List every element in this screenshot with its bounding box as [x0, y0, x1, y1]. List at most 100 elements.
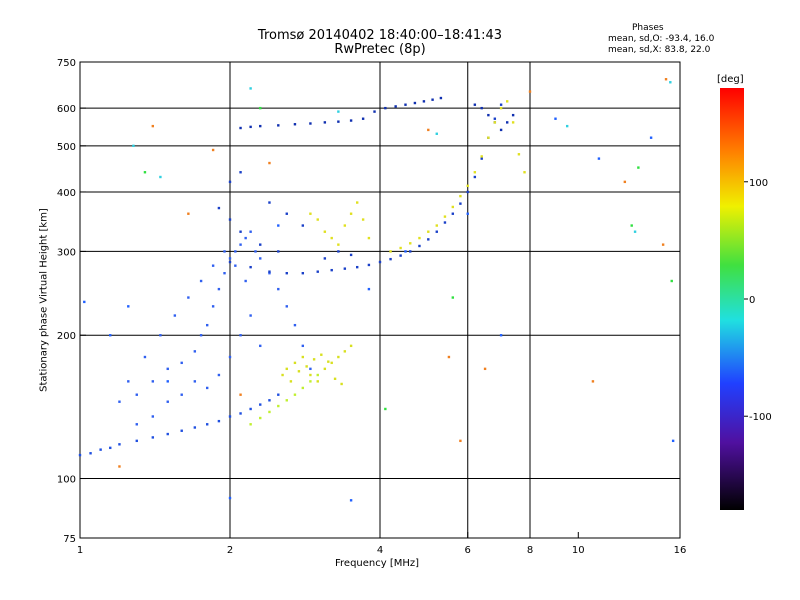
- data-point: [528, 90, 532, 93]
- data-point: [301, 355, 305, 359]
- data-point: [399, 254, 402, 257]
- data-point: [268, 161, 271, 165]
- x-tick-label: 10: [572, 545, 585, 556]
- data-point: [337, 355, 340, 359]
- data-point: [228, 415, 232, 418]
- y-tick-label: 75: [63, 534, 76, 545]
- chart-title-line1: Tromsø 20140402 18:40:00–18:41:43: [257, 28, 503, 43]
- data-point: [422, 100, 426, 103]
- data-point: [217, 287, 221, 291]
- data-point: [254, 250, 257, 253]
- x-tick-label: 2: [227, 545, 233, 556]
- data-point: [384, 106, 387, 110]
- data-point: [285, 367, 288, 371]
- data-point: [268, 272, 271, 275]
- data-point: [378, 260, 382, 264]
- data-point: [413, 101, 417, 105]
- data-point: [493, 117, 497, 120]
- data-point: [384, 407, 387, 411]
- data-point: [320, 353, 323, 356]
- data-point: [277, 250, 280, 253]
- data-point: [505, 121, 509, 124]
- data-point: [127, 305, 130, 308]
- data-point: [473, 171, 477, 174]
- data-point: [277, 224, 280, 227]
- data-point: [316, 218, 319, 221]
- data-point: [135, 423, 138, 426]
- data-point: [151, 436, 155, 439]
- data-point: [293, 361, 297, 365]
- data-point: [293, 323, 297, 327]
- data-point: [268, 410, 271, 414]
- data-point: [349, 499, 353, 502]
- x-tick-label: 16: [674, 545, 687, 556]
- data-point: [187, 296, 190, 299]
- data-point: [367, 263, 371, 267]
- data-point: [649, 136, 653, 139]
- data-point: [323, 367, 327, 371]
- data-point: [316, 380, 319, 383]
- data-point: [244, 236, 247, 240]
- data-point: [239, 243, 242, 246]
- data-point: [451, 296, 455, 299]
- colorbar-tick-label: 100: [749, 178, 768, 189]
- data-point: [249, 87, 252, 90]
- data-point: [199, 279, 203, 283]
- y-tick-label: 200: [57, 331, 76, 342]
- data-point: [228, 180, 232, 184]
- data-point: [316, 270, 319, 273]
- x-axis: 1 2 4 6 8 10 16: [77, 532, 687, 556]
- y-tick-label: 100: [57, 475, 76, 486]
- colorbar-axis: [deg] 100 0 -100: [717, 74, 772, 423]
- data-point: [249, 265, 252, 269]
- data-point: [228, 496, 232, 500]
- data-points: [78, 78, 675, 502]
- data-point: [109, 334, 112, 337]
- data-point: [427, 230, 430, 233]
- data-point: [205, 323, 209, 327]
- data-point: [289, 380, 293, 383]
- data-point: [523, 171, 526, 174]
- data-point: [480, 155, 483, 158]
- data-point: [285, 272, 288, 275]
- data-point: [487, 113, 490, 117]
- data-point: [418, 244, 421, 248]
- data-point: [439, 96, 443, 100]
- data-point: [217, 419, 221, 423]
- data-point: [211, 148, 215, 152]
- data-point: [249, 230, 252, 233]
- data-point: [340, 382, 343, 386]
- data-point: [483, 367, 487, 371]
- data-point: [349, 253, 353, 257]
- data-point: [217, 206, 221, 210]
- data-point: [443, 215, 447, 218]
- data-point: [323, 230, 327, 233]
- data-point: [166, 400, 169, 403]
- chart-title-line2: RwPretec (8p): [334, 42, 426, 57]
- data-point: [361, 117, 365, 120]
- data-point: [166, 432, 169, 436]
- data-point: [367, 287, 371, 291]
- data-point: [217, 373, 221, 377]
- y-axis: 75 100 200 300 400 500 600 750: [57, 58, 86, 545]
- data-point: [499, 106, 503, 110]
- data-point: [670, 279, 673, 283]
- data-point: [435, 224, 438, 227]
- data-point: [389, 257, 392, 261]
- data-point: [234, 264, 237, 267]
- data-point: [249, 125, 252, 129]
- x-tick-label: 6: [465, 545, 471, 556]
- data-point: [493, 121, 497, 124]
- data-point: [239, 126, 242, 130]
- data-point: [305, 365, 308, 368]
- data-point: [109, 446, 112, 450]
- data-point: [268, 201, 271, 204]
- data-point: [389, 250, 392, 253]
- data-point: [499, 128, 503, 132]
- data-point: [316, 373, 319, 377]
- phases-stats-o: mean, sd,O: -93.4, 16.0: [608, 34, 715, 44]
- data-point: [135, 393, 138, 396]
- colorbar: [720, 88, 744, 510]
- data-point: [118, 443, 121, 446]
